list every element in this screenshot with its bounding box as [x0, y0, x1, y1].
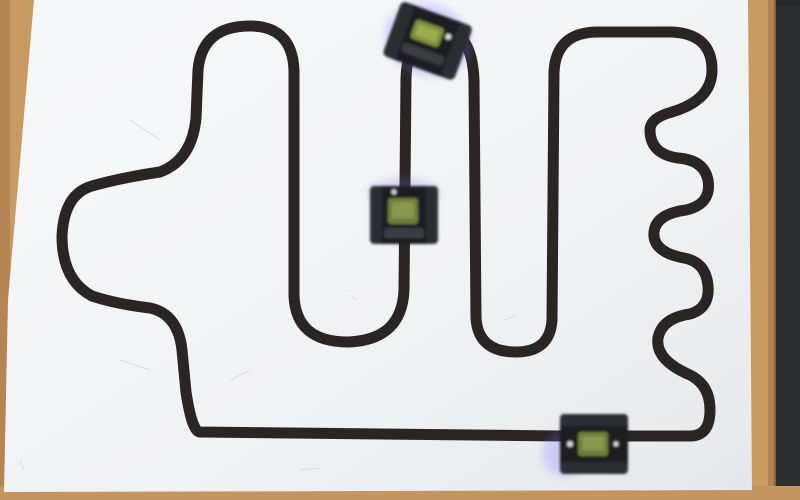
board	[4, 0, 752, 492]
robot-center	[368, 178, 440, 244]
robot-bottom	[542, 414, 628, 476]
board-marks	[19, 119, 516, 471]
wood-edge-left-shade	[0, 0, 10, 500]
wood-edge-right-shade	[768, 0, 776, 500]
track-line	[56, 20, 718, 442]
robot-top	[383, 2, 472, 80]
